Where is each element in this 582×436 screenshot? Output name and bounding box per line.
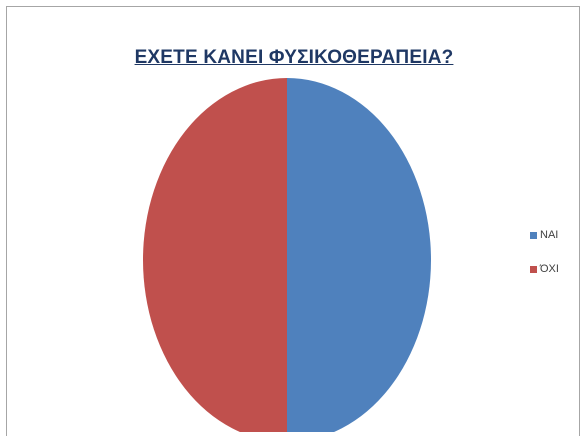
legend-item-oxi: ΌΧΙ [530,262,559,276]
legend-label-nai: ΝΑΙ [540,229,559,241]
pie-slice-oxi [143,78,287,432]
legend-swatch-nai [530,231,537,239]
pie-slice-nai [287,78,431,432]
legend-swatch-oxi [530,265,537,273]
legend-item-nai: ΝΑΙ [530,228,559,242]
chart-title: ΕΧΕΤΕ ΚΑΝΕΙ ΦΥΣΙΚΟΘΕΡΑΠΕΙΑ? [134,47,454,68]
legend-label-oxi: ΌΧΙ [540,263,559,275]
legend: ΝΑΙ ΌΧΙ [530,228,559,296]
